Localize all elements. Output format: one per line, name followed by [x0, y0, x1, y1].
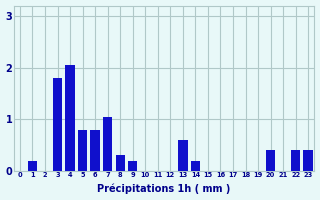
Bar	[103, 117, 112, 171]
Bar	[178, 140, 188, 171]
Bar	[191, 161, 200, 171]
Bar	[116, 155, 125, 171]
Bar	[91, 130, 100, 171]
Bar	[266, 150, 275, 171]
Bar	[291, 150, 300, 171]
Bar	[53, 78, 62, 171]
Bar	[128, 161, 138, 171]
Bar	[78, 130, 87, 171]
Bar	[65, 65, 75, 171]
Bar	[303, 150, 313, 171]
Bar	[28, 161, 37, 171]
X-axis label: Précipitations 1h ( mm ): Précipitations 1h ( mm )	[97, 184, 231, 194]
